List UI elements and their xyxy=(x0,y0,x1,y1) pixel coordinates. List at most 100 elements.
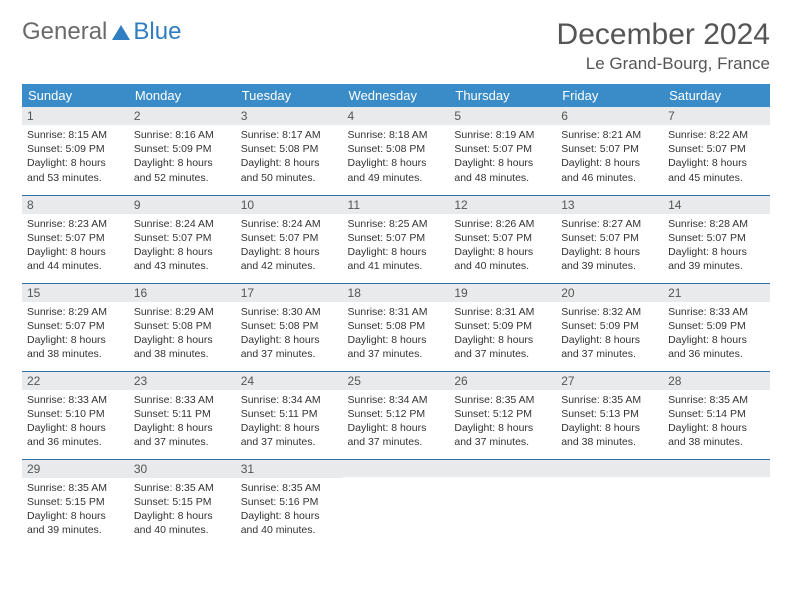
daylight-line2: and 36 minutes. xyxy=(668,347,765,361)
daylight-line2: and 40 minutes. xyxy=(241,523,338,537)
day-details: Sunrise: 8:23 AMSunset: 5:07 PMDaylight:… xyxy=(22,214,129,278)
sunrise-text: Sunrise: 8:35 AM xyxy=(27,481,124,495)
day-number: 13 xyxy=(556,196,663,214)
day-number: 27 xyxy=(556,372,663,390)
day-number: 30 xyxy=(129,460,236,478)
daylight-line2: and 40 minutes. xyxy=(134,523,231,537)
day-details: Sunrise: 8:33 AMSunset: 5:11 PMDaylight:… xyxy=(129,390,236,454)
daylight-line1: Daylight: 8 hours xyxy=(668,421,765,435)
daylight-line1: Daylight: 8 hours xyxy=(241,421,338,435)
day-details: Sunrise: 8:21 AMSunset: 5:07 PMDaylight:… xyxy=(556,125,663,189)
calendar-day-cell: 3Sunrise: 8:17 AMSunset: 5:08 PMDaylight… xyxy=(236,107,343,195)
day-number: 15 xyxy=(22,284,129,302)
daylight-line1: Daylight: 8 hours xyxy=(348,245,445,259)
sunset-text: Sunset: 5:07 PM xyxy=(668,231,765,245)
daylight-line2: and 38 minutes. xyxy=(561,435,658,449)
daylight-line1: Daylight: 8 hours xyxy=(27,333,124,347)
day-number: 4 xyxy=(343,107,450,125)
day-number: 6 xyxy=(556,107,663,125)
sunset-text: Sunset: 5:08 PM xyxy=(348,142,445,156)
daylight-line2: and 38 minutes. xyxy=(134,347,231,361)
daylight-line2: and 38 minutes. xyxy=(27,347,124,361)
sunset-text: Sunset: 5:14 PM xyxy=(668,407,765,421)
day-details: Sunrise: 8:29 AMSunset: 5:07 PMDaylight:… xyxy=(22,302,129,366)
calendar-day-cell: 23Sunrise: 8:33 AMSunset: 5:11 PMDayligh… xyxy=(129,371,236,459)
sunrise-text: Sunrise: 8:35 AM xyxy=(668,393,765,407)
day-details: Sunrise: 8:15 AMSunset: 5:09 PMDaylight:… xyxy=(22,125,129,189)
calendar-week-row: 22Sunrise: 8:33 AMSunset: 5:10 PMDayligh… xyxy=(22,371,770,459)
calendar-day-cell: 21Sunrise: 8:33 AMSunset: 5:09 PMDayligh… xyxy=(663,283,770,371)
sunset-text: Sunset: 5:09 PM xyxy=(134,142,231,156)
daylight-line1: Daylight: 8 hours xyxy=(27,509,124,523)
day-details: Sunrise: 8:35 AMSunset: 5:14 PMDaylight:… xyxy=(663,390,770,454)
sunset-text: Sunset: 5:11 PM xyxy=(134,407,231,421)
daylight-line1: Daylight: 8 hours xyxy=(241,156,338,170)
weekday-header-row: Sunday Monday Tuesday Wednesday Thursday… xyxy=(22,84,770,107)
daylight-line2: and 36 minutes. xyxy=(27,435,124,449)
day-number: 31 xyxy=(236,460,343,478)
daylight-line2: and 37 minutes. xyxy=(348,347,445,361)
calendar-day-cell: 2Sunrise: 8:16 AMSunset: 5:09 PMDaylight… xyxy=(129,107,236,195)
daylight-line2: and 37 minutes. xyxy=(241,435,338,449)
calendar-day-cell: 29Sunrise: 8:35 AMSunset: 5:15 PMDayligh… xyxy=(22,459,129,547)
day-number: 25 xyxy=(343,372,450,390)
daylight-line2: and 41 minutes. xyxy=(348,259,445,273)
daylight-line2: and 46 minutes. xyxy=(561,171,658,185)
day-details: Sunrise: 8:32 AMSunset: 5:09 PMDaylight:… xyxy=(556,302,663,366)
weekday-header: Thursday xyxy=(449,84,556,107)
daylight-line1: Daylight: 8 hours xyxy=(668,333,765,347)
calendar-day-cell: 11Sunrise: 8:25 AMSunset: 5:07 PMDayligh… xyxy=(343,195,450,283)
sunrise-text: Sunrise: 8:35 AM xyxy=(241,481,338,495)
daylight-line1: Daylight: 8 hours xyxy=(27,156,124,170)
day-number: 12 xyxy=(449,196,556,214)
logo-text-blue: Blue xyxy=(133,18,181,46)
calendar-day-cell: 30Sunrise: 8:35 AMSunset: 5:15 PMDayligh… xyxy=(129,459,236,547)
daylight-line2: and 39 minutes. xyxy=(561,259,658,273)
sunset-text: Sunset: 5:09 PM xyxy=(27,142,124,156)
daylight-line1: Daylight: 8 hours xyxy=(454,333,551,347)
sunrise-text: Sunrise: 8:21 AM xyxy=(561,128,658,142)
daylight-line1: Daylight: 8 hours xyxy=(561,421,658,435)
day-number: 22 xyxy=(22,372,129,390)
daylight-line1: Daylight: 8 hours xyxy=(454,421,551,435)
calendar-day-cell: 28Sunrise: 8:35 AMSunset: 5:14 PMDayligh… xyxy=(663,371,770,459)
weekday-header: Saturday xyxy=(663,84,770,107)
day-details: Sunrise: 8:24 AMSunset: 5:07 PMDaylight:… xyxy=(129,214,236,278)
sunrise-text: Sunrise: 8:31 AM xyxy=(454,305,551,319)
sunrise-text: Sunrise: 8:18 AM xyxy=(348,128,445,142)
sunset-text: Sunset: 5:11 PM xyxy=(241,407,338,421)
day-details: Sunrise: 8:28 AMSunset: 5:07 PMDaylight:… xyxy=(663,214,770,278)
daylight-line1: Daylight: 8 hours xyxy=(27,421,124,435)
day-number-bar-empty xyxy=(449,460,556,477)
daylight-line1: Daylight: 8 hours xyxy=(561,156,658,170)
calendar-day-cell: 6Sunrise: 8:21 AMSunset: 5:07 PMDaylight… xyxy=(556,107,663,195)
sunrise-text: Sunrise: 8:29 AM xyxy=(134,305,231,319)
daylight-line2: and 37 minutes. xyxy=(454,347,551,361)
daylight-line1: Daylight: 8 hours xyxy=(27,245,124,259)
daylight-line1: Daylight: 8 hours xyxy=(348,421,445,435)
sunset-text: Sunset: 5:07 PM xyxy=(561,142,658,156)
day-details: Sunrise: 8:26 AMSunset: 5:07 PMDaylight:… xyxy=(449,214,556,278)
daylight-line2: and 39 minutes. xyxy=(668,259,765,273)
weekday-header: Friday xyxy=(556,84,663,107)
day-details: Sunrise: 8:19 AMSunset: 5:07 PMDaylight:… xyxy=(449,125,556,189)
day-number: 1 xyxy=(22,107,129,125)
calendar-day-cell: 27Sunrise: 8:35 AMSunset: 5:13 PMDayligh… xyxy=(556,371,663,459)
day-details: Sunrise: 8:24 AMSunset: 5:07 PMDaylight:… xyxy=(236,214,343,278)
calendar-day-cell xyxy=(449,459,556,547)
daylight-line2: and 49 minutes. xyxy=(348,171,445,185)
sunrise-text: Sunrise: 8:32 AM xyxy=(561,305,658,319)
day-details: Sunrise: 8:33 AMSunset: 5:10 PMDaylight:… xyxy=(22,390,129,454)
day-number: 14 xyxy=(663,196,770,214)
day-details: Sunrise: 8:29 AMSunset: 5:08 PMDaylight:… xyxy=(129,302,236,366)
sunrise-text: Sunrise: 8:16 AM xyxy=(134,128,231,142)
day-number: 29 xyxy=(22,460,129,478)
sunrise-text: Sunrise: 8:33 AM xyxy=(27,393,124,407)
day-number: 5 xyxy=(449,107,556,125)
day-number: 19 xyxy=(449,284,556,302)
daylight-line1: Daylight: 8 hours xyxy=(134,421,231,435)
day-details: Sunrise: 8:34 AMSunset: 5:11 PMDaylight:… xyxy=(236,390,343,454)
calendar-day-cell: 10Sunrise: 8:24 AMSunset: 5:07 PMDayligh… xyxy=(236,195,343,283)
day-number: 28 xyxy=(663,372,770,390)
sunset-text: Sunset: 5:08 PM xyxy=(241,142,338,156)
